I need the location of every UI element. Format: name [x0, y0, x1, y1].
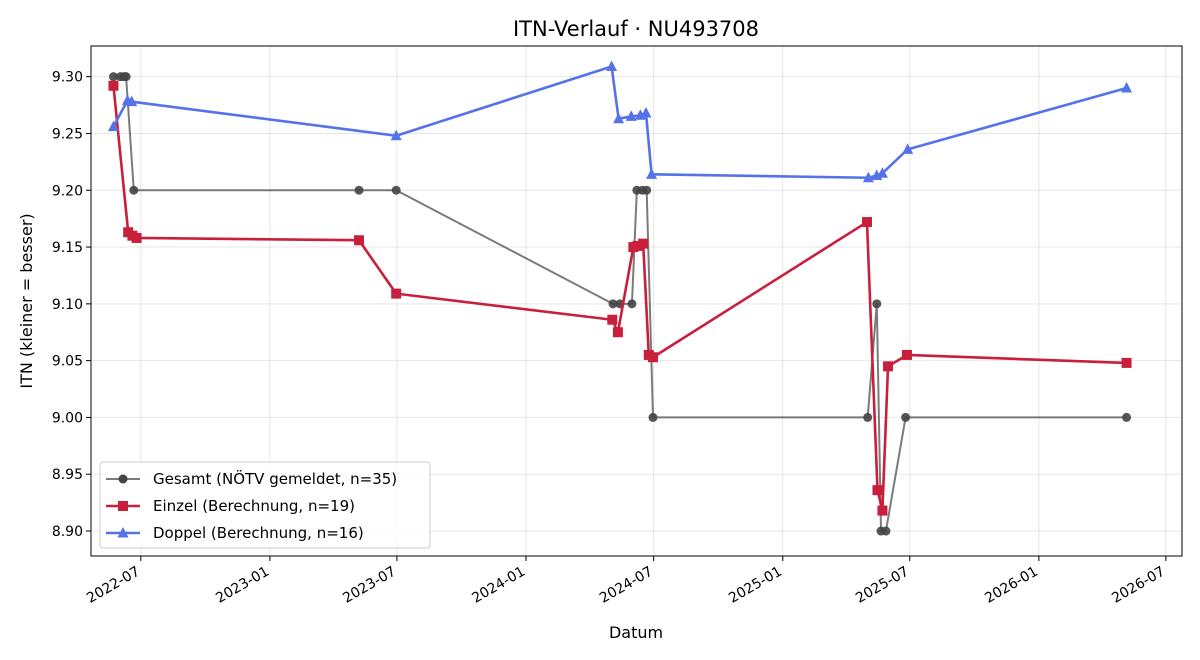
legend-item-einzel: Einzel (Berechnung, n=19)	[106, 497, 355, 515]
legend-marker	[117, 527, 129, 538]
legend-label: Einzel (Berechnung, n=19)	[153, 497, 355, 515]
data-point-gesamt	[608, 299, 618, 309]
chart-title: ITN-Verlauf · NU493708	[513, 17, 759, 41]
data-point-gesamt	[1122, 412, 1132, 422]
legend-label: Gesamt (NÖTV gemeldet, n=35)	[153, 469, 397, 488]
data-point-einzel	[612, 327, 623, 338]
legend-marker	[118, 501, 128, 511]
data-point-doppel	[640, 107, 652, 118]
plot-frame	[90, 45, 1183, 557]
y-axis-ticks: 8.90 8.95 9.00 9.05 9.10 9.15 9.20 9.25 9.30	[52, 70, 91, 540]
data-point-gesamt	[901, 412, 911, 422]
legend-item-gesamt: Gesamt (NÖTV gemeldet, n=35)	[106, 469, 397, 488]
y-tick-label: 9.25	[52, 126, 83, 142]
data-point-einzel	[391, 288, 402, 299]
data-point-einzel	[638, 238, 649, 249]
series-doppel	[107, 60, 1133, 183]
y-tick-label: 9.10	[52, 297, 83, 313]
data-point-doppel	[902, 143, 914, 154]
data-point-gesamt	[648, 412, 658, 422]
legend: Gesamt (NÖTV gemeldet, n=35) Einzel (Bere…	[99, 461, 431, 549]
y-tick-label: 9.15	[52, 240, 83, 256]
x-axis-label: Datum	[609, 623, 663, 642]
data-point-gesamt	[121, 72, 131, 82]
data-point-gesamt	[108, 72, 118, 82]
data-point-doppel	[390, 129, 402, 141]
data-point-einzel	[861, 217, 872, 228]
series-layer	[107, 60, 1133, 536]
series-einzel	[108, 80, 1132, 516]
y-tick-label: 9.20	[52, 183, 83, 199]
data-point-gesamt	[627, 299, 637, 309]
y-axis-label: ITN (kleiner = besser)	[17, 213, 36, 388]
data-point-einzel	[131, 232, 142, 243]
data-point-gesamt	[881, 526, 891, 536]
data-point-doppel	[107, 120, 119, 132]
data-point-doppel	[126, 95, 138, 107]
legend-item-doppel: Doppel (Berechnung, n=16)	[106, 524, 364, 542]
data-point-doppel	[862, 171, 874, 183]
data-point-einzel	[883, 361, 894, 372]
data-point-einzel	[607, 314, 618, 325]
data-point-gesamt	[391, 185, 401, 195]
data-point-doppel	[876, 167, 888, 178]
y-tick-label: 8.95	[52, 467, 83, 483]
legend-box	[99, 461, 431, 549]
data-point-einzel	[1121, 357, 1132, 368]
data-point-doppel	[613, 112, 625, 124]
y-tick-label: 9.05	[52, 354, 83, 370]
data-point-gesamt	[354, 185, 364, 195]
y-tick-label: 8.90	[52, 524, 83, 540]
data-point-gesamt	[872, 299, 882, 309]
data-point-gesamt	[129, 185, 139, 195]
legend-label: Doppel (Berechnung, n=16)	[153, 524, 364, 542]
data-point-einzel	[647, 352, 658, 363]
data-point-einzel	[354, 235, 365, 246]
data-point-einzel	[901, 349, 912, 360]
data-point-gesamt	[642, 185, 652, 195]
data-point-einzel	[877, 505, 888, 516]
data-point-doppel	[646, 168, 658, 179]
data-point-doppel	[625, 110, 637, 121]
data-point-doppel	[1121, 82, 1133, 93]
legend-marker	[118, 474, 128, 484]
y-tick-label: 9.30	[52, 70, 83, 86]
data-point-einzel	[872, 485, 883, 496]
data-point-gesamt	[863, 412, 873, 422]
data-point-einzel	[108, 80, 119, 91]
data-point-doppel	[606, 60, 618, 71]
data-point-einzel	[632, 240, 643, 251]
y-tick-label: 9.00	[52, 410, 83, 426]
